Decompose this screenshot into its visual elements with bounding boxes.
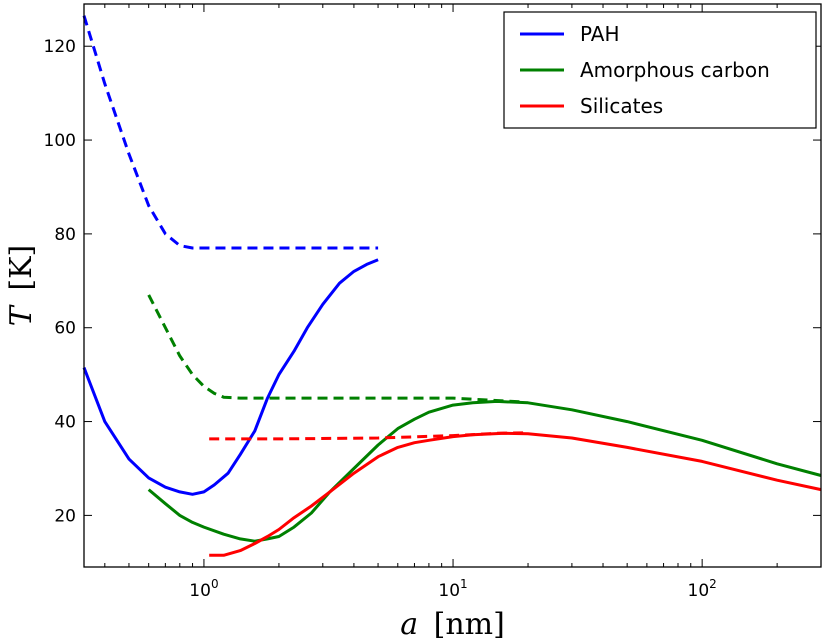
y-axis-unit: [K]	[4, 245, 39, 291]
legend-label: Silicates	[580, 94, 663, 118]
x-tick-label: 100	[189, 577, 218, 601]
series-line-3	[147, 294, 523, 404]
plot-frame	[83, 3, 822, 568]
x-axis-unit: [nm]	[434, 607, 505, 642]
y-axis-variable: T	[4, 304, 39, 326]
legend-label: PAH	[580, 22, 620, 46]
x-tick-label: 101	[438, 577, 467, 601]
y-tick-label: 120	[44, 37, 76, 57]
x-tick-label: 102	[688, 577, 717, 601]
y-tick-label: 80	[54, 225, 76, 245]
y-axis-title: T [K]	[4, 245, 39, 326]
x-axis-variable: a	[400, 607, 418, 642]
y-tick-label: 100	[44, 131, 76, 151]
series-line-2	[147, 399, 822, 543]
axis-ticks: 20 40 60 80 100 120 100 101 102	[44, 4, 821, 601]
series-line-5	[209, 431, 529, 441]
y-tick-label: 40	[54, 413, 76, 433]
legend-label: Amorphous carbon	[580, 58, 770, 82]
series-line-0	[82, 258, 379, 496]
series-line-4	[209, 431, 822, 557]
y-tick-label: 20	[54, 506, 76, 526]
x-axis-title: a [nm]	[400, 607, 505, 642]
y-tick-label: 60	[54, 319, 76, 339]
series-line-1	[82, 15, 379, 250]
series-lines	[82, 15, 822, 557]
legend: PAH Amorphous carbon Silicates	[503, 11, 817, 129]
